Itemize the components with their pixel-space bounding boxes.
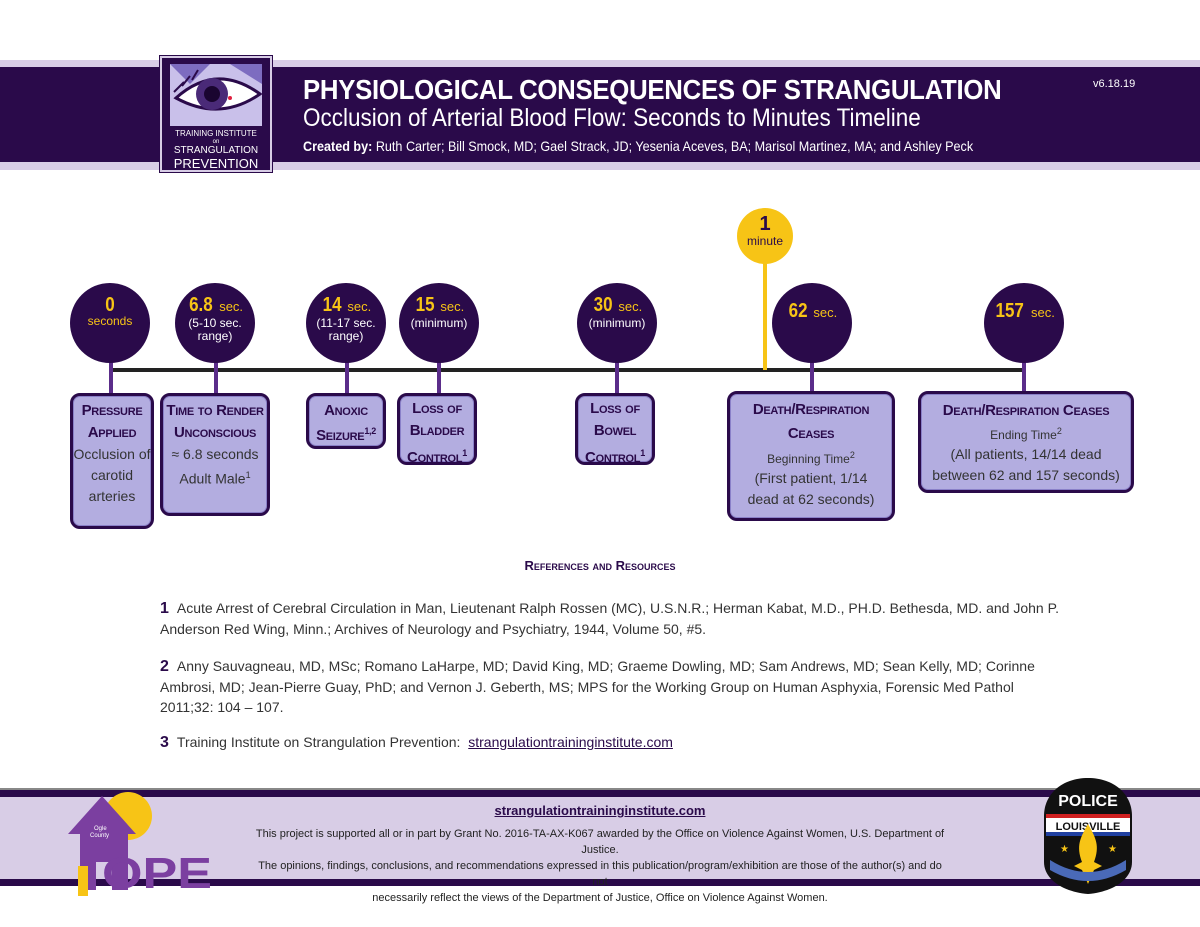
event-heading: Death/Respiration Ceases	[942, 402, 1110, 419]
logo-line-1: TRAINING INSTITUTE	[175, 129, 257, 138]
event-stem	[214, 360, 218, 396]
page-title: PHYSIOLOGICAL CONSEQUENCES OF STRANGULAT…	[303, 74, 1002, 105]
event-stem	[615, 360, 619, 396]
event-value: 30	[593, 294, 613, 316]
event-node-2: 14 sec. (11-17 sec. range)	[306, 283, 386, 363]
event-unit: sec.	[347, 299, 372, 314]
event-box-0: Pressure Applied Occlusion of carotid ar…	[70, 393, 154, 529]
footer-url[interactable]: strangulationtraininginstitute.com	[494, 803, 706, 818]
reference-number: 2	[160, 658, 169, 675]
timeline-axis	[110, 368, 1026, 372]
svg-text:Ogle: Ogle	[94, 826, 107, 832]
event-unit: sec.	[813, 305, 838, 320]
event-subheading: Ending Time2	[990, 426, 1062, 442]
eye-icon	[170, 64, 262, 126]
event-stem	[437, 360, 441, 396]
svg-text:POLICE: POLICE	[1058, 793, 1118, 810]
logo-line-3: STRANGULATION	[173, 145, 259, 156]
event-box-6: Death/Respiration Ceases Ending Time2 (A…	[918, 391, 1134, 493]
minute-marker-value: 1	[759, 213, 771, 235]
event-unit: seconds	[87, 314, 133, 328]
event-value: 6.8	[189, 294, 213, 316]
event-heading: Death/Respiration Ceases	[752, 401, 870, 442]
page-subtitle: Occlusion of Arterial Blood Flow: Second…	[303, 104, 921, 132]
svg-text:★: ★	[1060, 844, 1069, 855]
event-heading: Time to Render Unconscious	[166, 402, 264, 441]
reference-3: 3 Training Institute on Strangulation Pre…	[160, 732, 1060, 753]
svg-text:OPE: OPE	[102, 849, 212, 896]
event-stem	[109, 360, 113, 396]
event-heading: Pressure Applied	[81, 402, 143, 441]
event-box-2: Anoxic Seizure1,2	[306, 393, 386, 449]
event-note: (5-10 sec. range)	[188, 316, 242, 343]
event-heading: Loss of Bowel Control1	[585, 400, 645, 466]
event-heading: Loss of Bladder Control1	[407, 400, 467, 466]
event-node-1: 6.8 sec. (5-10 sec. range)	[175, 283, 255, 363]
reference-number: 1	[160, 600, 169, 617]
event-unit: sec.	[219, 299, 244, 314]
event-value: 14	[322, 294, 342, 316]
svg-text:★: ★	[1108, 844, 1117, 855]
event-detail: ≈ 6.8 seconds Adult Male1	[171, 446, 259, 487]
credits-label: Created by:	[303, 138, 373, 154]
footer-band-light	[0, 797, 1200, 879]
event-node-6: 157 sec.	[984, 283, 1064, 363]
event-unit: sec.	[440, 299, 465, 314]
event-box-5: Death/Respiration Ceases Beginning Time2…	[727, 391, 895, 521]
reference-text: Acute Arrest of Cerebral Circulation in …	[160, 600, 1060, 637]
reference-2: 2 Anny Sauvagneau, MD, MSc; Romano LaHarp…	[160, 656, 1060, 717]
event-detail: (First patient, 1/14 dead at 62 seconds)	[747, 470, 875, 507]
reference-number: 3	[160, 734, 169, 751]
training-institute-logo: TRAINING INSTITUTE on STRANGULATION PREV…	[159, 55, 273, 173]
version-label: v6.18.19	[1093, 78, 1136, 90]
footer-disclaimer: This project is supported all or in part…	[255, 828, 945, 904]
event-value: 157	[995, 300, 1025, 322]
footer-rule	[0, 788, 1200, 790]
event-value: 15	[415, 294, 435, 316]
credits: Created by: Ruth Carter; Bill Smock, MD;…	[303, 138, 973, 154]
reference-text: Anny Sauvagneau, MD, MSc; Romano LaHarpe…	[160, 658, 1035, 715]
credits-names: Ruth Carter; Bill Smock, MD; Gael Strack…	[375, 138, 974, 154]
minute-marker-stem	[763, 262, 767, 370]
svg-text:County: County	[90, 833, 109, 839]
event-box-4: Loss of Bowel Control1	[575, 393, 655, 466]
event-unit: sec.	[618, 299, 643, 314]
event-note: (minimum)	[588, 316, 646, 330]
event-value: 62	[788, 300, 808, 322]
louisville-police-badge: POLICE LOUISVILLE ★ ★	[1042, 776, 1134, 896]
event-node-3: 15 sec. (minimum)	[399, 283, 479, 363]
logo-line-4: PREVENTION	[173, 156, 259, 171]
event-box-1: Time to Render Unconscious ≈ 6.8 seconds…	[160, 393, 270, 516]
minute-marker-unit: minute	[746, 234, 784, 248]
event-detail: Occlusion of carotid arteries	[73, 446, 151, 504]
logo-line-2: on	[212, 139, 220, 145]
event-stem	[1022, 360, 1026, 396]
event-unit: sec.	[1030, 305, 1055, 320]
event-node-5: 62 sec.	[772, 283, 852, 363]
reference-1: 1 Acute Arrest of Cerebral Circulation in…	[160, 598, 1060, 639]
references-title: References and Resources	[524, 558, 676, 573]
event-value: 0	[105, 294, 115, 316]
event-node-4: 30 sec. (minimum)	[577, 283, 657, 363]
reference-text: Training Institute on Strangulation Prev…	[176, 734, 461, 750]
event-note: (11-17 sec. range)	[316, 316, 376, 343]
event-node-0: 0 seconds	[70, 283, 150, 363]
event-note: (minimum)	[410, 316, 468, 330]
event-box-3: Loss of Bladder Control1	[397, 393, 477, 466]
hope-logo: OPE Ogle County	[66, 790, 216, 898]
reference-link[interactable]: strangulationtraininginstitute.com	[468, 734, 673, 750]
event-stem	[810, 360, 814, 396]
event-stem	[345, 360, 349, 396]
event-heading: Anoxic Seizure1,2	[316, 402, 376, 444]
event-subheading: Beginning Time2	[767, 450, 855, 466]
minute-marker: 1 minute	[737, 208, 793, 264]
event-detail: (All patients, 14/14 dead between 62 and…	[932, 446, 1120, 483]
